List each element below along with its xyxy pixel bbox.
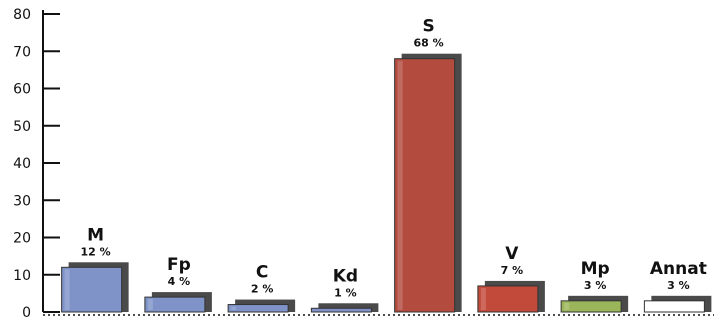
bar: [394, 58, 456, 313]
bar-category-label: Mp: [581, 259, 610, 279]
y-tick-label: 30: [13, 193, 31, 209]
bar: [61, 266, 123, 313]
bar: [227, 304, 289, 313]
bar-category-label: V: [505, 244, 519, 264]
y-tick-label: 80: [13, 7, 31, 23]
bar-shadow: [318, 303, 379, 312]
bar-highlight: [647, 302, 653, 310]
bar-category-label: Kd: [333, 266, 358, 286]
y-tick-label: 40: [13, 156, 31, 172]
bar-category-label: M: [87, 225, 104, 245]
bar-highlight: [64, 269, 70, 310]
bar: [310, 307, 372, 313]
bar-category-label: C: [256, 263, 268, 283]
bar-value-label: 1 %: [334, 286, 357, 299]
bar-value-label: 68 %: [414, 37, 444, 50]
bar: [643, 300, 705, 313]
bar: [560, 300, 622, 313]
bar-highlight: [147, 299, 153, 310]
bar-category-label: S: [423, 17, 435, 37]
y-tick-label: 70: [13, 44, 31, 60]
bar: [477, 285, 539, 313]
bar-value-label: 12 %: [81, 245, 111, 258]
bar-category-label: Fp: [167, 255, 191, 275]
y-tick-label: 10: [13, 268, 31, 284]
bar-value-label: 4 %: [168, 275, 191, 288]
bar-highlight: [397, 60, 403, 311]
bar: [144, 296, 206, 313]
y-tick-label: 0: [22, 305, 31, 320]
y-tick-label: 60: [13, 82, 31, 98]
bar-category-label: Annat: [650, 259, 707, 279]
bar-highlight: [480, 287, 486, 310]
y-tick-label: 20: [13, 231, 31, 247]
bar-value-label: 2 %: [251, 283, 274, 296]
y-tick-label: 50: [13, 119, 31, 135]
bar-highlight: [231, 306, 237, 310]
bar-value-label: 7 %: [501, 264, 524, 277]
bar-value-label: 3 %: [667, 279, 690, 292]
bar-value-label: 3 %: [584, 279, 607, 292]
bar-highlight: [564, 302, 570, 310]
